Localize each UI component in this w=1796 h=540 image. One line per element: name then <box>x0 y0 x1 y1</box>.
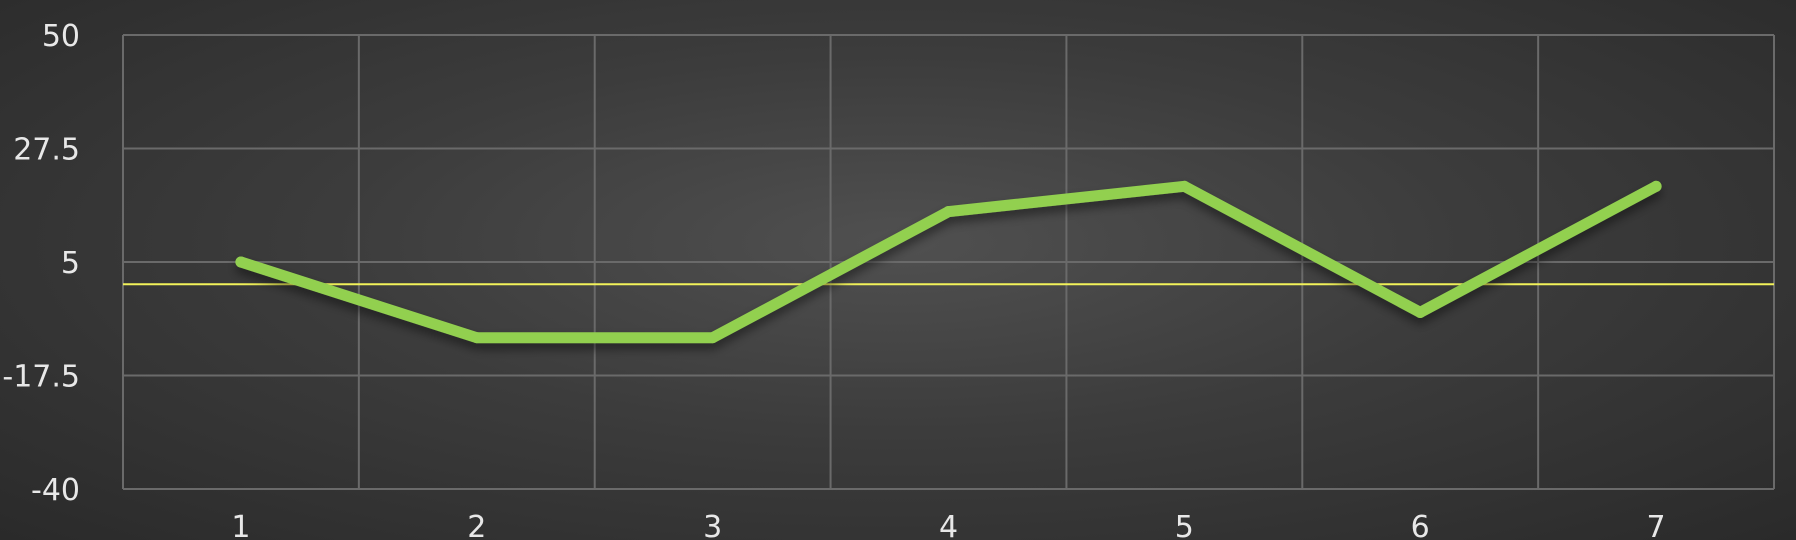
y-tick-label: 50 <box>42 19 80 54</box>
y-axis: 50 27.5 5 -17.5 -40 <box>2 19 80 508</box>
x-tick-label: 7 <box>1647 510 1666 540</box>
grid <box>122 34 1775 490</box>
data-point-1 <box>235 256 247 268</box>
x-tick-label: 1 <box>231 510 250 540</box>
x-tick-label: 3 <box>703 510 722 540</box>
y-tick-label: 5 <box>61 246 80 281</box>
y-tick-label: 27.5 <box>13 133 80 168</box>
data-point-7 <box>1650 180 1662 192</box>
data-point-5 <box>1178 180 1190 192</box>
y-tick-label: -40 <box>31 473 80 508</box>
x-tick-label: 5 <box>1175 510 1194 540</box>
series-layer <box>235 180 1662 344</box>
data-point-4 <box>943 206 954 218</box>
data-point-3 <box>707 332 719 344</box>
x-tick-label: 2 <box>467 510 486 540</box>
x-tick-label: 4 <box>939 510 958 540</box>
x-tick-label: 6 <box>1411 510 1430 540</box>
x-axis: 1 2 3 4 5 6 7 <box>231 510 1665 540</box>
data-point-2 <box>471 332 483 344</box>
y-tick-label: -17.5 <box>2 360 80 395</box>
data-point-6 <box>1414 306 1426 318</box>
